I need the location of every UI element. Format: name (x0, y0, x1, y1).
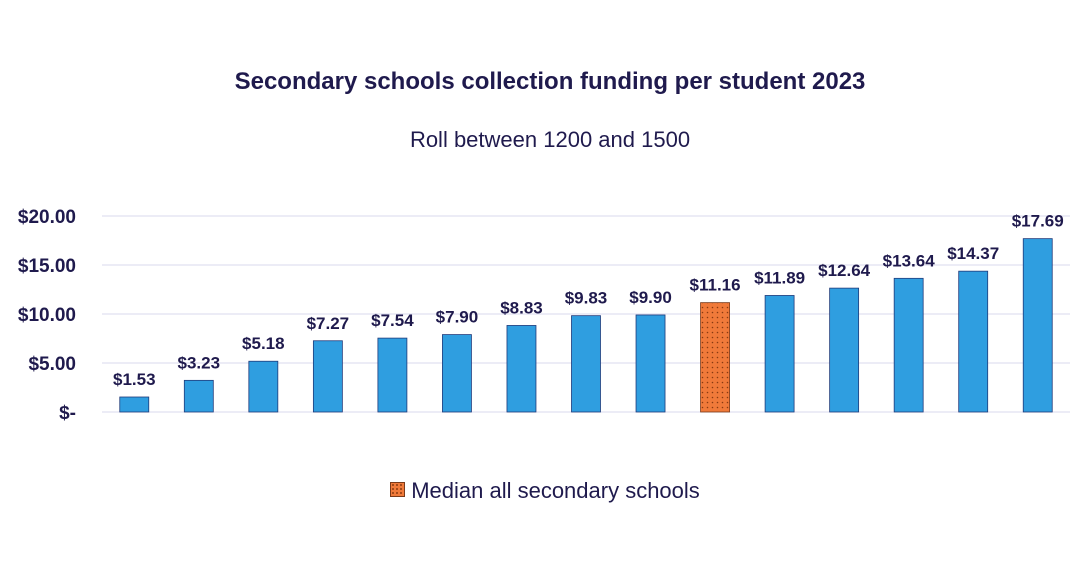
bar (571, 315, 601, 413)
bar (312, 340, 343, 413)
bar-value-label: $1.53 (113, 370, 156, 389)
y-tick-label: $10.00 (18, 305, 76, 326)
y-tick-label: $20.00 (18, 207, 76, 228)
legend: Median all secondary schools (0, 478, 1083, 504)
bar-value-label: $13.64 (883, 251, 936, 270)
bar (442, 334, 472, 413)
bar-value-label: $12.64 (818, 261, 871, 280)
bar (1022, 238, 1053, 413)
bar-value-label: $9.83 (565, 289, 608, 308)
bar (248, 360, 279, 413)
bar-median (700, 302, 730, 413)
chart-subtitle: Roll between 1200 and 1500 (409, 127, 691, 152)
bar-value-label: $8.83 (500, 298, 543, 317)
bar (506, 325, 537, 413)
legend-label-median: Median all secondary schools (411, 478, 700, 503)
chart-title: Secondary schools collection funding per… (234, 68, 866, 95)
bar (958, 270, 989, 413)
bar-value-label: $17.69 (1012, 212, 1064, 231)
bar (635, 314, 666, 413)
data-labels: $1.53 $3.23 $5.18 $7.27 $7.54 $7.90 $8.83 $9.83… (113, 212, 1064, 389)
y-tick-label: $5.00 (28, 354, 76, 375)
bar-value-label: $3.23 (178, 353, 221, 372)
bar (183, 379, 214, 413)
y-tick-label: $- (59, 403, 76, 424)
bar-value-label: $9.90 (629, 288, 672, 307)
bar (119, 396, 150, 413)
bar-value-label: $14.37 (947, 244, 999, 263)
bar (377, 337, 408, 413)
y-tick-label: $15.00 (18, 256, 76, 277)
bar-value-label: $11.89 (754, 268, 805, 287)
legend-swatch-median (390, 482, 406, 497)
bar (764, 295, 795, 413)
bars (119, 238, 1053, 413)
bar (829, 287, 860, 413)
bar-value-label: $7.54 (371, 311, 414, 330)
bar-value-label: $5.18 (242, 334, 285, 353)
bar-value-label: $7.27 (307, 314, 350, 333)
y-axis-ticks: $- $5.00 $10.00 $15.00 $20.00 (18, 207, 76, 424)
bar (893, 277, 924, 413)
bar-value-label: $7.90 (436, 308, 479, 327)
bar-value-label: $11.16 (690, 276, 741, 295)
